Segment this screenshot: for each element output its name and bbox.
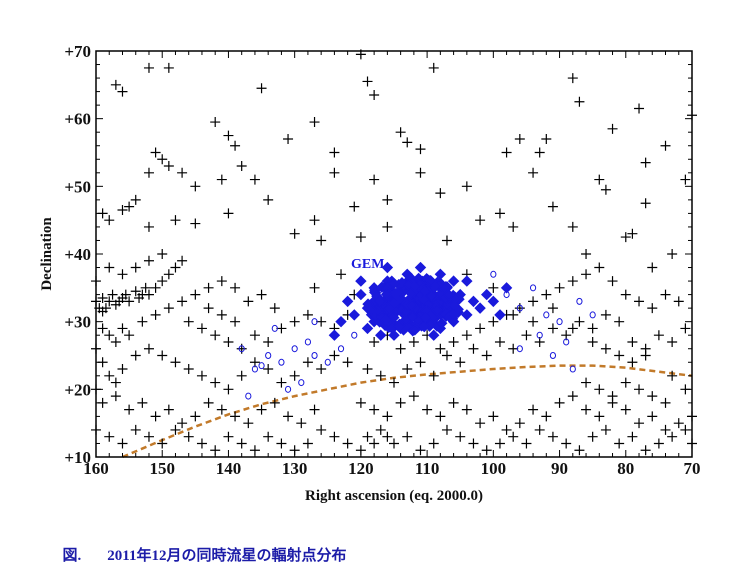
plot-frame bbox=[95, 50, 693, 458]
y-tick-label: +70 bbox=[64, 42, 91, 61]
filled-diamond-series bbox=[328, 261, 513, 341]
open-circle-series bbox=[238, 270, 596, 400]
x-tick-label: 70 bbox=[684, 459, 701, 478]
data-points bbox=[91, 49, 697, 456]
x-axis-title: Right ascension (eq. 2000.0) bbox=[305, 488, 483, 504]
figure-caption: 図. 2011年12月の同時流星の輻射点分布 bbox=[55, 527, 347, 565]
y-tick-label: +30 bbox=[64, 313, 91, 332]
figure-label: 図. bbox=[62, 548, 82, 564]
x-tick-label: 120 bbox=[348, 459, 374, 478]
y-tick-label: +40 bbox=[64, 245, 91, 264]
scatter-chart: 160 150 140 130 120 110 100 90 80 70 +10 +20 +30 +40… bbox=[39, 42, 701, 504]
plus-series bbox=[91, 49, 697, 456]
y-tick-label: +50 bbox=[64, 177, 91, 196]
x-tick-label: 90 bbox=[551, 459, 568, 478]
gem-annotation: GEM bbox=[351, 257, 384, 272]
y-tick-label: +20 bbox=[64, 380, 91, 399]
x-tick-label: 130 bbox=[282, 459, 308, 478]
y-tick-label: +10 bbox=[64, 448, 91, 467]
y-axis-title: Declination bbox=[39, 217, 55, 291]
x-tick-label: 160 bbox=[83, 459, 109, 478]
reference-curve bbox=[122, 364, 693, 459]
x-tick-label: 100 bbox=[481, 459, 507, 478]
caption-text: 2011年12月の同時流星の輻射点分布 bbox=[107, 548, 347, 564]
dashed-curve bbox=[122, 364, 693, 459]
x-tick-label: 110 bbox=[415, 459, 440, 478]
x-tick-label: 150 bbox=[149, 459, 175, 478]
x-tick-label: 80 bbox=[617, 459, 634, 478]
axis-ticks bbox=[95, 50, 693, 458]
y-tick-labels: +10 +20 +30 +40 +50 +60 +70 bbox=[64, 42, 91, 467]
x-tick-labels: 160 150 140 130 120 110 100 90 80 70 bbox=[83, 459, 700, 478]
x-tick-label: 140 bbox=[216, 459, 242, 478]
y-tick-label: +60 bbox=[64, 110, 91, 129]
